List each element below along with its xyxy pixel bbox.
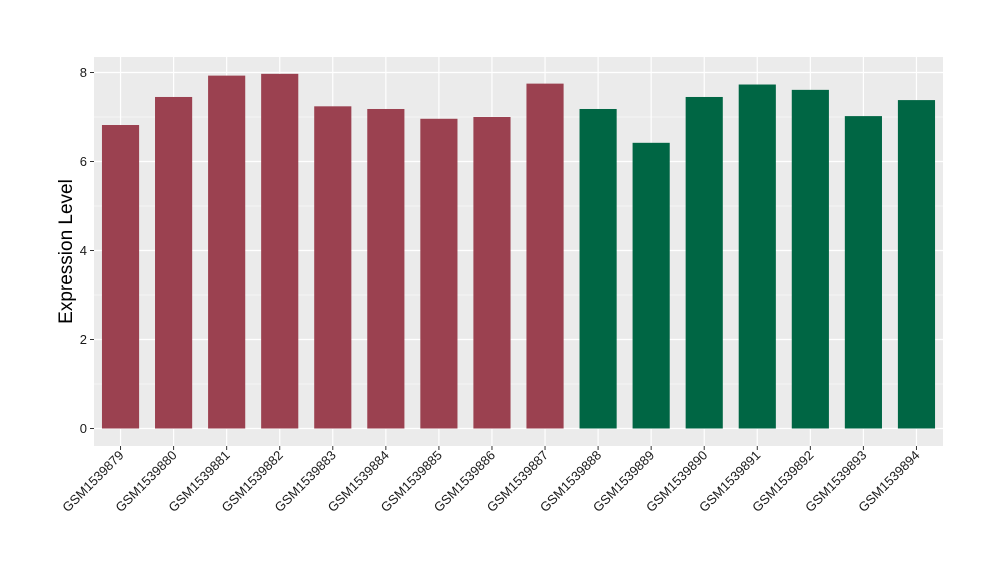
- y-tick-label: 0: [80, 421, 87, 436]
- y-tick-label: 4: [80, 243, 87, 258]
- bar: [473, 117, 511, 429]
- bar: [791, 89, 829, 429]
- y-tick-label: 2: [80, 332, 87, 347]
- bar: [526, 83, 564, 429]
- bar: [897, 100, 936, 429]
- bar: [579, 108, 617, 429]
- bar: [261, 73, 299, 429]
- bar: [685, 96, 723, 429]
- bar: [738, 84, 776, 429]
- bars: [101, 73, 936, 429]
- y-axis: 0 2 4 6 8: [80, 65, 94, 436]
- bar: [367, 108, 405, 429]
- x-axis: GSM1539879GSM1539880GSM1539881GSM1539882…: [59, 446, 923, 515]
- y-tick-label: 8: [80, 65, 87, 80]
- bar: [208, 75, 246, 429]
- bar: [101, 125, 140, 429]
- bar: [420, 118, 458, 429]
- bar: [155, 96, 193, 429]
- bar: [632, 142, 670, 429]
- y-axis-title: Expression Level: [56, 179, 77, 324]
- y-tick-label: 6: [80, 154, 87, 169]
- bar: [844, 116, 882, 429]
- bar: [314, 106, 352, 429]
